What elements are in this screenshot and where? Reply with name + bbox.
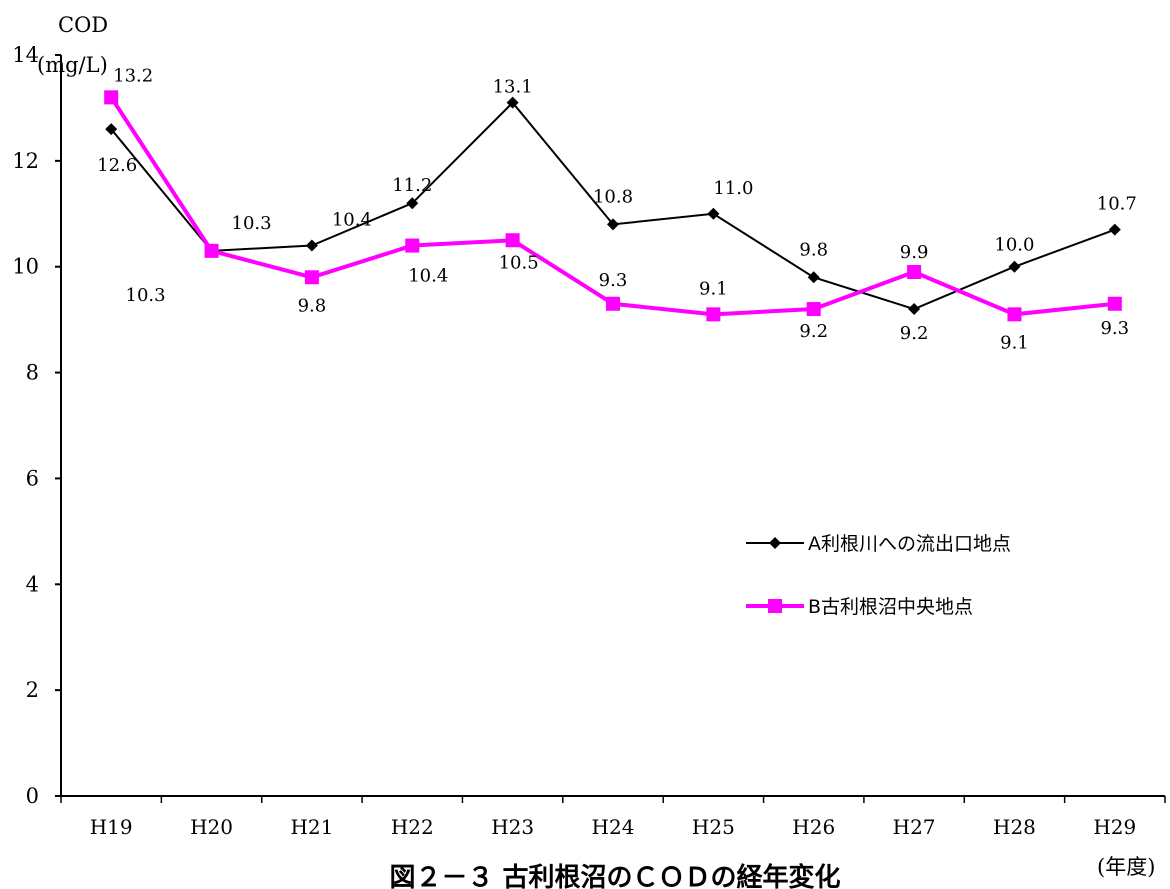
data-point — [305, 239, 318, 252]
data-label: 9.1 — [1000, 332, 1029, 353]
x-axis-unit: (年度) — [1097, 855, 1155, 879]
data-label: 10.5 — [499, 252, 539, 273]
data-label: 10.3 — [126, 285, 166, 306]
data-point — [706, 307, 721, 322]
y-tick-label: 0 — [26, 784, 39, 808]
series-layer — [104, 90, 1122, 322]
data-point — [506, 96, 519, 109]
data-point — [405, 238, 420, 253]
x-tick-label: H23 — [491, 815, 534, 839]
y-tick-label: 14 — [12, 43, 39, 67]
data-label: 9.3 — [1100, 318, 1129, 339]
data-label: 13.1 — [493, 77, 533, 98]
legend-label: A利根川への流出口地点 — [808, 533, 1011, 555]
data-point — [304, 270, 319, 285]
data-label: 9.9 — [900, 242, 929, 263]
data-label: 13.2 — [113, 65, 153, 86]
y-axis-unit: (mg/L) — [37, 53, 108, 77]
data-labels-layer: 12.6 10.3 10.4 11.2 13.1 10.8 11.0 9.8 9.2 10.0 10… — [97, 65, 1137, 353]
x-tick-label: H28 — [993, 815, 1036, 839]
data-label: 9.1 — [699, 278, 728, 299]
data-label: 9.2 — [900, 323, 929, 344]
data-label: 10.4 — [332, 210, 372, 231]
data-point — [406, 197, 419, 210]
data-label: 11.0 — [713, 178, 753, 199]
x-tick-label: H29 — [1093, 815, 1136, 839]
data-point — [105, 123, 118, 136]
data-label: 10.8 — [593, 186, 633, 207]
data-label: 10.3 — [232, 213, 272, 234]
y-axis-title: COD — [58, 13, 108, 37]
axes: 0 2 4 6 8 10 12 14 H19 H20 H21 H22 H23 H24 H25 H26 H27 H2… — [12, 43, 1166, 839]
data-point — [204, 243, 219, 258]
data-point — [907, 265, 922, 280]
chart-title: 図２－３ 古利根沼のＣＯＤの経年変化 — [389, 862, 840, 889]
data-point — [707, 207, 720, 220]
data-label: 9.8 — [799, 239, 828, 260]
y-tick-label: 10 — [12, 255, 39, 279]
data-point — [606, 296, 620, 311]
x-tick-label: H25 — [692, 815, 735, 839]
y-tick-label: 4 — [26, 572, 39, 596]
x-tick-label: H19 — [90, 815, 133, 839]
y-tick-label: 12 — [12, 149, 39, 173]
data-point — [807, 271, 820, 284]
data-label: 11.2 — [392, 175, 432, 196]
legend-marker — [769, 537, 781, 549]
data-point — [1008, 260, 1021, 273]
data-point — [908, 303, 921, 316]
x-tick-label: H27 — [893, 815, 936, 839]
x-tick-label: H22 — [391, 815, 434, 839]
data-label: 9.3 — [599, 270, 628, 291]
data-label: 10.7 — [1097, 194, 1137, 215]
data-point — [806, 302, 821, 317]
data-label: 9.8 — [298, 295, 327, 316]
y-tick-label: 2 — [26, 678, 39, 702]
data-label: 10.4 — [408, 266, 448, 287]
y-tick-label: 8 — [26, 361, 39, 385]
legend-label: B古利根沼中央地点 — [808, 596, 973, 618]
x-tick-label: H21 — [290, 815, 333, 839]
legend-marker — [768, 599, 782, 613]
legend: A利根川への流出口地点 B古利根沼中央地点 — [746, 533, 1011, 618]
data-label: 12.6 — [97, 155, 137, 176]
data-point — [1108, 223, 1121, 236]
data-label: 10.0 — [994, 235, 1034, 256]
data-point — [1107, 296, 1122, 311]
data-point — [505, 233, 520, 248]
x-tick-label: H20 — [190, 815, 233, 839]
x-tick-label: H24 — [592, 815, 635, 839]
x-tick-label: H26 — [792, 815, 835, 839]
data-label: 9.2 — [799, 321, 828, 342]
data-point — [1007, 307, 1022, 322]
data-point — [607, 218, 619, 231]
y-tick-label: 6 — [26, 466, 39, 490]
data-point — [104, 90, 119, 105]
